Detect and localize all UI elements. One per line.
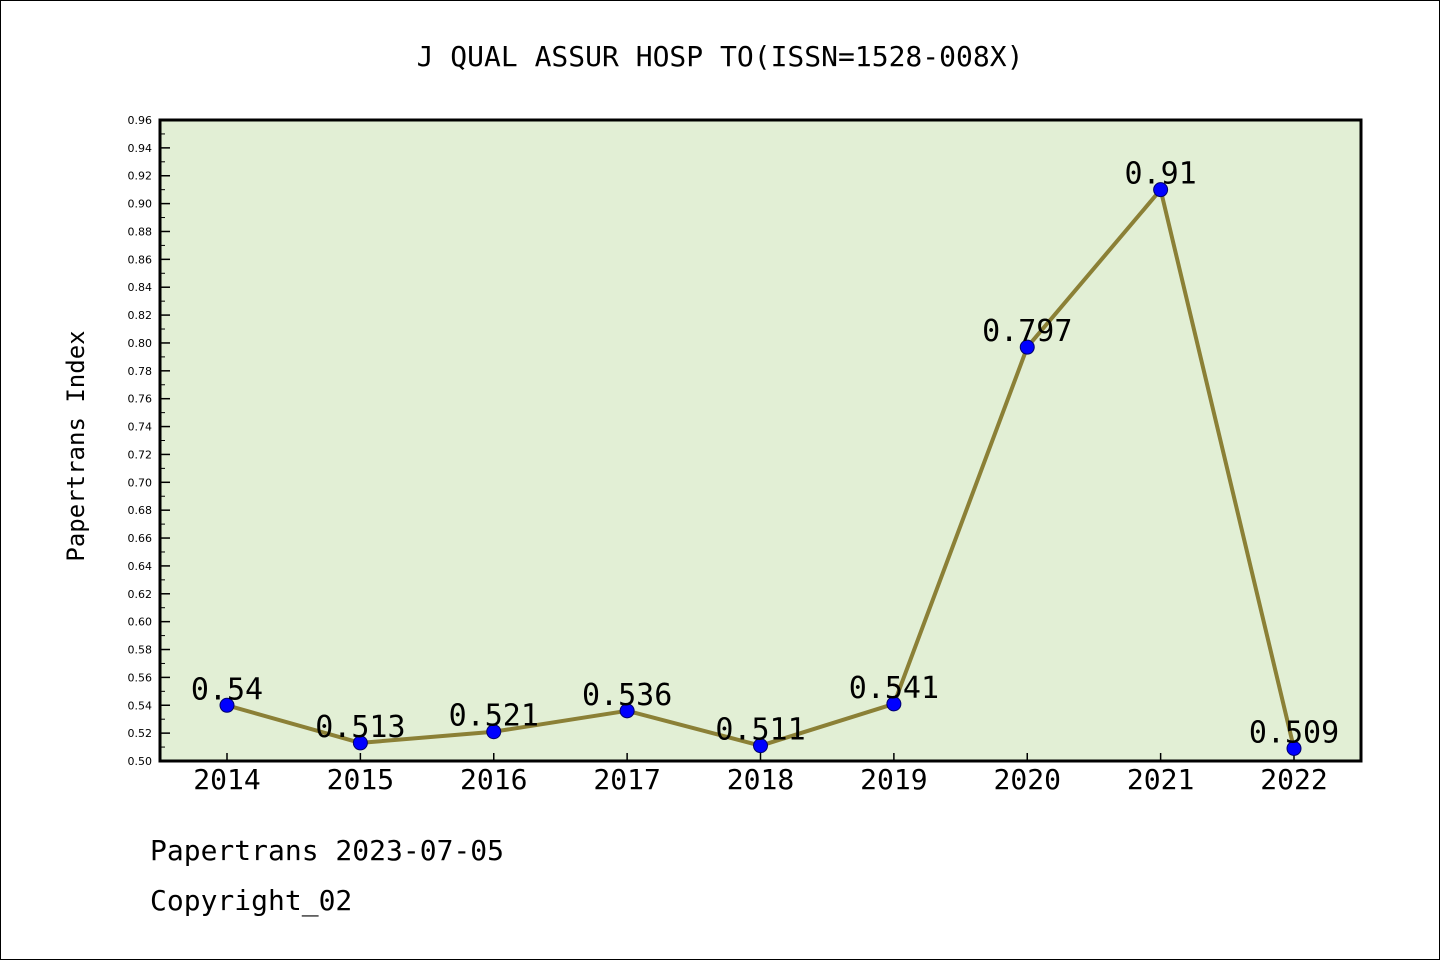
data-point bbox=[352, 735, 368, 751]
y-tick-label: 0.82 bbox=[128, 309, 153, 322]
x-tick-label: 2022 bbox=[1260, 763, 1327, 796]
x-tick-label: 2014 bbox=[193, 763, 260, 796]
y-tick-label: 0.56 bbox=[128, 671, 153, 684]
y-tick-label: 0.66 bbox=[128, 532, 153, 545]
data-label: 0.797 bbox=[982, 314, 1072, 349]
data-point bbox=[1019, 339, 1035, 355]
x-tick-label: 2017 bbox=[593, 763, 660, 796]
y-tick-label: 0.80 bbox=[128, 337, 153, 350]
y-tick-label: 0.64 bbox=[128, 560, 153, 573]
data-point bbox=[619, 703, 635, 719]
footer-copyright: Copyright_02 bbox=[150, 884, 353, 917]
data-point bbox=[1286, 740, 1302, 756]
y-tick-label: 0.60 bbox=[128, 616, 153, 629]
x-tick-label: 2018 bbox=[727, 763, 794, 796]
plot-border bbox=[158, 118, 1363, 763]
y-tick-label: 0.74 bbox=[128, 421, 153, 434]
y-tick-label: 0.58 bbox=[128, 644, 153, 657]
y-tick-label: 0.84 bbox=[128, 281, 153, 294]
y-tick-label: 0.92 bbox=[128, 170, 153, 183]
y-tick-label: 0.94 bbox=[128, 142, 153, 155]
y-axis-ticks: 0.50 0.52 0.54 0.56 0.58 0.60 0.62 0.64 0.66 0.68… bbox=[128, 114, 170, 768]
x-tick-label: 2015 bbox=[327, 763, 394, 796]
data-label: 0.536 bbox=[582, 678, 672, 713]
chart-title: J QUAL ASSUR HOSP TO(ISSN=1528-008X) bbox=[417, 40, 1024, 73]
y-tick-label: 0.72 bbox=[128, 448, 153, 461]
plot-area bbox=[160, 120, 1361, 761]
y-tick-label: 0.90 bbox=[128, 198, 153, 211]
x-axis-ticks: 2014 2015 2016 2017 2018 2019 2020 2021 2022 bbox=[193, 753, 1328, 796]
x-tick-label: 2021 bbox=[1127, 763, 1194, 796]
data-label: 0.521 bbox=[449, 699, 539, 734]
data-label: 0.91 bbox=[1125, 157, 1197, 192]
y-tick-label: 0.76 bbox=[128, 393, 153, 406]
y-tick-label: 0.54 bbox=[128, 699, 153, 712]
footer-date: Papertrans 2023-07-05 bbox=[150, 834, 505, 867]
x-tick-label: 2019 bbox=[860, 763, 927, 796]
x-tick-label: 2016 bbox=[460, 763, 527, 796]
y-tick-label: 0.96 bbox=[128, 114, 153, 127]
y-tick-label: 0.62 bbox=[128, 588, 153, 601]
data-label: 0.509 bbox=[1249, 715, 1339, 750]
y-tick-label: 0.50 bbox=[128, 755, 153, 768]
x-tick-label: 2020 bbox=[994, 763, 1061, 796]
y-tick-label: 0.52 bbox=[128, 727, 153, 740]
y-axis-label: Papertrans Index bbox=[62, 330, 90, 561]
y-tick-label: 0.78 bbox=[128, 365, 153, 378]
data-label: 0.513 bbox=[315, 710, 405, 745]
data-point bbox=[1153, 182, 1169, 198]
series-markers bbox=[219, 182, 1302, 756]
data-label: 0.54 bbox=[191, 672, 263, 707]
y-tick-label: 0.86 bbox=[128, 253, 153, 266]
y-tick-label: 0.70 bbox=[128, 476, 153, 489]
y-tick-label: 0.88 bbox=[128, 225, 153, 238]
data-label: 0.541 bbox=[849, 671, 939, 706]
data-point bbox=[219, 697, 235, 713]
data-point bbox=[886, 696, 902, 712]
data-point bbox=[486, 724, 502, 740]
data-labels: 0.54 0.513 0.521 0.536 0.511 0.541 0.797 0.91 0.… bbox=[191, 157, 1339, 751]
data-point bbox=[753, 738, 768, 754]
data-label: 0.511 bbox=[715, 713, 805, 748]
y-tick-label: 0.68 bbox=[128, 504, 153, 517]
